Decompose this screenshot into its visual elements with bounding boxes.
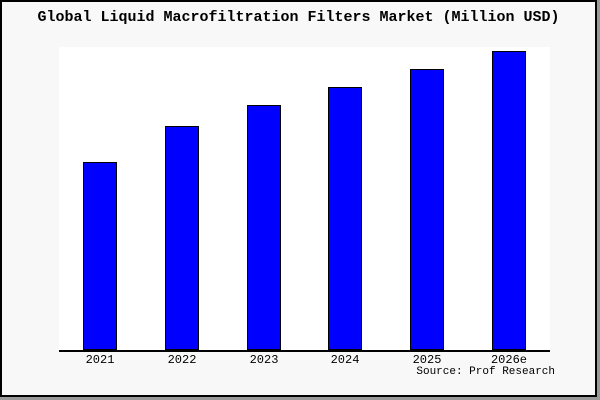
x-tick-label-2021: 2021 xyxy=(85,353,115,367)
x-tick-label-2023: 2023 xyxy=(249,353,279,367)
bar-2022 xyxy=(165,126,199,350)
bar-2021 xyxy=(83,162,117,350)
x-tick-label-2024: 2024 xyxy=(330,353,360,367)
bar-2026e xyxy=(492,51,526,350)
x-tick-label-2022: 2022 xyxy=(167,353,197,367)
x-axis-labels: 2021 2022 2023 2024 2025 2026e xyxy=(59,353,550,369)
x-tick-label-2025: 2025 xyxy=(412,353,442,367)
bar-2023 xyxy=(247,105,281,350)
x-tick-label-2026e: 2026e xyxy=(490,353,527,367)
bar-2024 xyxy=(328,87,362,350)
bar-2025 xyxy=(410,69,444,350)
plot-area xyxy=(59,47,550,352)
source-note: Source: Prof Research xyxy=(416,366,555,378)
chart-title: Global Liquid Macrofiltration Filters Ma… xyxy=(37,9,560,26)
bars-container xyxy=(59,47,550,350)
